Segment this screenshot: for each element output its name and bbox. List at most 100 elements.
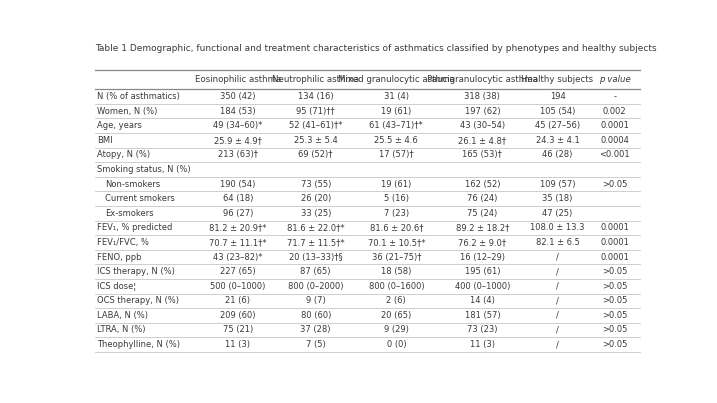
- Text: 2 (6): 2 (6): [386, 296, 407, 305]
- Text: Current smokers: Current smokers: [105, 194, 175, 203]
- Text: >0.05: >0.05: [602, 282, 627, 291]
- Text: 43 (30–54): 43 (30–54): [460, 121, 505, 130]
- Text: 0.0001: 0.0001: [600, 253, 629, 262]
- Text: LTRA, N (%): LTRA, N (%): [97, 326, 146, 334]
- Text: 21 (6): 21 (6): [225, 296, 250, 305]
- Text: 25.5 ± 4.6: 25.5 ± 4.6: [374, 136, 418, 145]
- Text: 26.1 ± 4.8†: 26.1 ± 4.8†: [458, 136, 506, 145]
- Text: 45 (27–56): 45 (27–56): [535, 121, 580, 130]
- Text: FEV₁, % predicted: FEV₁, % predicted: [97, 223, 172, 233]
- Text: <0.001: <0.001: [599, 150, 630, 160]
- Text: >0.05: >0.05: [602, 180, 627, 189]
- Text: 31 (4): 31 (4): [384, 92, 409, 101]
- Text: 19 (61): 19 (61): [381, 107, 412, 116]
- Text: FENO, ppb: FENO, ppb: [97, 253, 141, 262]
- Text: 184 (53): 184 (53): [220, 107, 256, 116]
- Text: 0.0001: 0.0001: [600, 238, 629, 247]
- Text: Age, years: Age, years: [97, 121, 142, 130]
- Text: 25.3 ± 5.4: 25.3 ± 5.4: [294, 136, 338, 145]
- Text: /: /: [556, 311, 559, 320]
- Text: 35 (18): 35 (18): [542, 194, 573, 203]
- Text: 350 (42): 350 (42): [220, 92, 255, 101]
- Text: 18 (58): 18 (58): [381, 267, 412, 276]
- Text: 0.0001: 0.0001: [600, 121, 629, 130]
- Text: 5 (16): 5 (16): [384, 194, 409, 203]
- Text: /: /: [556, 326, 559, 334]
- Text: 70.7 ± 11.1†*: 70.7 ± 11.1†*: [209, 238, 267, 247]
- Text: 0.0004: 0.0004: [600, 136, 629, 145]
- Text: 46 (28): 46 (28): [542, 150, 573, 160]
- Text: 19 (61): 19 (61): [381, 180, 412, 189]
- Text: 73 (23): 73 (23): [467, 326, 498, 334]
- Text: ICS dose¦: ICS dose¦: [97, 282, 136, 291]
- Text: 0.0001: 0.0001: [600, 223, 629, 233]
- Text: Healthy subjects: Healthy subjects: [521, 75, 594, 84]
- Text: 9 (7): 9 (7): [306, 296, 326, 305]
- Text: /: /: [556, 267, 559, 276]
- Text: 70.1 ± 10.5†*: 70.1 ± 10.5†*: [368, 238, 425, 247]
- Text: 14 (4): 14 (4): [470, 296, 495, 305]
- Text: 11 (3): 11 (3): [225, 340, 250, 349]
- Text: Atopy, N (%): Atopy, N (%): [97, 150, 150, 160]
- Text: 76 (24): 76 (24): [467, 194, 498, 203]
- Text: 43 (23–82)*: 43 (23–82)*: [213, 253, 262, 262]
- Text: >0.05: >0.05: [602, 311, 627, 320]
- Text: 81.6 ± 20.6†: 81.6 ± 20.6†: [369, 223, 423, 233]
- Text: 9 (29): 9 (29): [384, 326, 409, 334]
- Text: 20 (13–33)†§: 20 (13–33)†§: [289, 253, 343, 262]
- Text: Mixed granulocytic asthma: Mixed granulocytic asthma: [338, 75, 455, 84]
- Text: 134 (16): 134 (16): [298, 92, 333, 101]
- Text: Eosinophilic asthma: Eosinophilic asthma: [195, 75, 281, 84]
- Text: 500 (0–1000): 500 (0–1000): [210, 282, 265, 291]
- Text: 52 (41–61)†*: 52 (41–61)†*: [289, 121, 343, 130]
- Text: 36 (21–75)†: 36 (21–75)†: [371, 253, 421, 262]
- Text: 7 (5): 7 (5): [306, 340, 326, 349]
- Text: 82.1 ± 6.5: 82.1 ± 6.5: [536, 238, 579, 247]
- Text: 162 (52): 162 (52): [465, 180, 500, 189]
- Text: 318 (38): 318 (38): [465, 92, 500, 101]
- Text: 49 (34–60)*: 49 (34–60)*: [213, 121, 262, 130]
- Text: /: /: [556, 340, 559, 349]
- Text: /: /: [556, 296, 559, 305]
- Text: 24.3 ± 4.1: 24.3 ± 4.1: [536, 136, 579, 145]
- Text: 165 (53)†: 165 (53)†: [462, 150, 503, 160]
- Text: p value: p value: [599, 75, 630, 84]
- Text: BMI: BMI: [97, 136, 113, 145]
- Text: Theophylline, N (%): Theophylline, N (%): [97, 340, 180, 349]
- Text: 227 (65): 227 (65): [220, 267, 256, 276]
- Text: Table 1 Demographic, functional and treatment characteristics of asthmatics clas: Table 1 Demographic, functional and trea…: [95, 44, 657, 53]
- Text: Smoking status, N (%): Smoking status, N (%): [97, 165, 191, 174]
- Text: 209 (60): 209 (60): [220, 311, 255, 320]
- Text: >0.05: >0.05: [602, 326, 627, 334]
- Text: 800 (0–2000): 800 (0–2000): [288, 282, 343, 291]
- Text: Ex-smokers: Ex-smokers: [105, 209, 154, 218]
- Text: 96 (27): 96 (27): [223, 209, 253, 218]
- Text: ICS therapy, N (%): ICS therapy, N (%): [97, 267, 175, 276]
- Text: 11 (3): 11 (3): [470, 340, 495, 349]
- Text: /: /: [556, 253, 559, 262]
- Text: 75 (21): 75 (21): [223, 326, 253, 334]
- Text: 108.0 ± 13.3: 108.0 ± 13.3: [531, 223, 585, 233]
- Text: 197 (62): 197 (62): [465, 107, 500, 116]
- Text: 7 (23): 7 (23): [384, 209, 409, 218]
- Text: Non-smokers: Non-smokers: [105, 180, 161, 189]
- Text: 87 (65): 87 (65): [300, 267, 331, 276]
- Text: 71.7 ± 11.5†*: 71.7 ± 11.5†*: [287, 238, 345, 247]
- Text: 17 (57)†: 17 (57)†: [379, 150, 414, 160]
- Text: OCS therapy, N (%): OCS therapy, N (%): [97, 296, 179, 305]
- Text: 0.002: 0.002: [603, 107, 627, 116]
- Text: LABA, N (%): LABA, N (%): [97, 311, 148, 320]
- Text: 20 (65): 20 (65): [381, 311, 412, 320]
- Text: 0 (0): 0 (0): [386, 340, 406, 349]
- Text: 181 (57): 181 (57): [465, 311, 500, 320]
- Text: 213 (63)†: 213 (63)†: [218, 150, 258, 160]
- Text: 64 (18): 64 (18): [223, 194, 253, 203]
- Text: 80 (60): 80 (60): [300, 311, 331, 320]
- Text: 195 (61): 195 (61): [465, 267, 500, 276]
- Text: 194: 194: [550, 92, 566, 101]
- Text: 16 (12–29): 16 (12–29): [460, 253, 505, 262]
- Text: 69 (52)†: 69 (52)†: [298, 150, 333, 160]
- Text: -: -: [613, 92, 616, 101]
- Text: 47 (25): 47 (25): [542, 209, 573, 218]
- Text: 95 (71)††: 95 (71)††: [296, 107, 335, 116]
